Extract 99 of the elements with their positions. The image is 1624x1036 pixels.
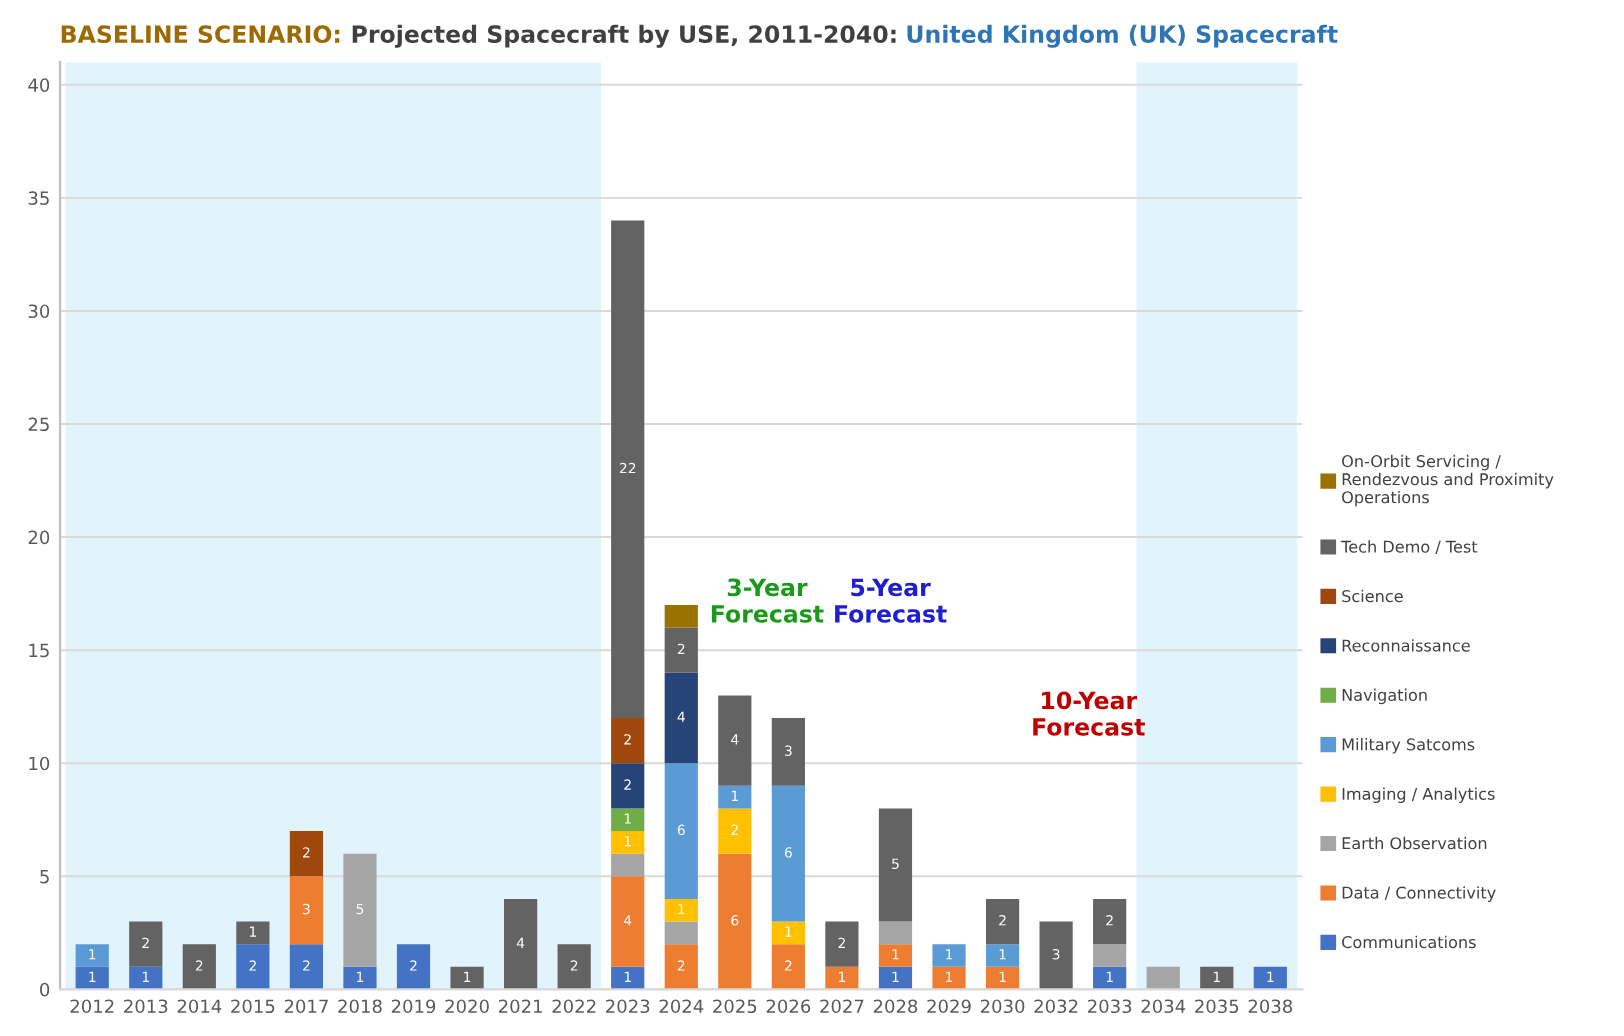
chart-title: BASELINE SCENARIO: Projected Spacecraft by USE, 2011-2040: United Kingdom (UK) Spacecraft [61,24,1338,48]
x-tick-label: 2012 [70,999,114,1014]
x-tick-label: 2032 [1034,999,1078,1014]
y-tick-label: 40 [28,78,50,92]
bar [611,763,645,809]
bar [236,921,270,945]
y-tick-label: 5 [40,870,49,884]
x-tick-label: 2023 [606,999,650,1014]
x-tick-label: 2017 [284,999,328,1014]
x-tick-label: 2013 [124,999,168,1014]
bar [343,966,377,990]
bar [771,785,805,922]
annotation: 3-Year Forecast [711,578,824,623]
bar [771,921,805,945]
bar [985,898,1020,945]
x-tick-label: 2025 [713,999,757,1014]
bar [878,921,913,945]
bar [75,966,109,990]
y-tick-label: 15 [29,643,49,658]
x-tick-label: 2022 [552,999,596,1014]
legend-label: On-Orbit Servicing / Rendezvous and Proximity Operations [1342,454,1554,507]
y-tick-label: 0 [40,982,50,997]
x-tick-label: 2020 [445,999,489,1014]
bar [985,966,1020,990]
bar [1093,898,1127,945]
bar [611,220,645,718]
x-tick-label: 2027 [820,999,864,1014]
legend-label: Military Satcoms [1342,738,1475,754]
bar [771,944,805,990]
bar [129,921,163,967]
x-tick-label: 2038 [1248,999,1293,1014]
bar [611,808,645,832]
legend-label: Tech Demo / Test [1341,540,1478,555]
bar [664,627,698,673]
bar [611,831,645,854]
bar [557,944,591,990]
bar [878,944,913,967]
legend-label: Communications [1342,935,1476,949]
bar [985,944,1020,967]
legend-label: Science [1342,589,1403,603]
bar [825,966,859,990]
y-tick-label: 10 [29,756,50,771]
legend-label: Imaging / Analytics [1342,787,1495,804]
x-tick-label: 2018 [338,999,382,1014]
bar [718,695,752,786]
bar [878,966,913,990]
x-tick-label: 2015 [231,999,275,1014]
bar [718,853,752,990]
bar [664,763,698,899]
bar [825,921,859,967]
bar [611,718,645,764]
y-tick-label: 35 [28,191,49,205]
y-tick-label: 25 [28,417,49,432]
y-tick-label: 30 [28,304,50,319]
x-tick-label: 2028 [873,999,918,1014]
x-tick-label: 2029 [927,999,971,1014]
x-tick-label: 2024 [659,999,704,1014]
x-tick-label: 2021 [498,999,542,1014]
x-tick-label: 2014 [177,999,222,1014]
bar [932,966,966,990]
legend-label: Reconnaissance [1342,639,1470,652]
bar [664,604,698,628]
bar [718,808,752,854]
bar [504,898,538,990]
bar [396,944,431,990]
legend-label: Data / Connectivity [1342,886,1496,902]
bar [932,944,966,967]
bar [878,808,913,922]
x-tick-label: 2033 [1088,999,1132,1014]
legend-label: Navigation [1342,688,1427,705]
bar [718,785,752,809]
bar [1146,966,1180,990]
bar [1039,921,1073,990]
x-tick-label: 2035 [1195,999,1239,1014]
bar [450,966,484,990]
legend-label: Earth Observation [1342,836,1487,850]
annotation: 5-Year Forecast [835,578,947,623]
bar [771,718,805,786]
annotation: 10-Year Forecast [1033,691,1145,736]
bar [289,831,324,877]
bar [182,944,216,990]
bar [1253,966,1287,990]
bar [664,898,698,922]
bar [664,672,698,764]
bar [236,944,270,990]
y-tick-label: 20 [28,530,50,545]
bar [75,944,109,967]
bar [289,876,324,945]
x-tick-label: 2026 [766,999,811,1014]
bar [611,853,645,877]
bar [664,921,698,945]
bar [611,876,645,967]
x-tick-label: 2034 [1141,999,1186,1014]
x-tick-label: 2019 [391,999,436,1014]
bar [1093,944,1127,967]
x-tick-label: 2030 [980,999,1025,1014]
bar [664,944,698,990]
bar [289,944,324,990]
bar [343,853,377,967]
